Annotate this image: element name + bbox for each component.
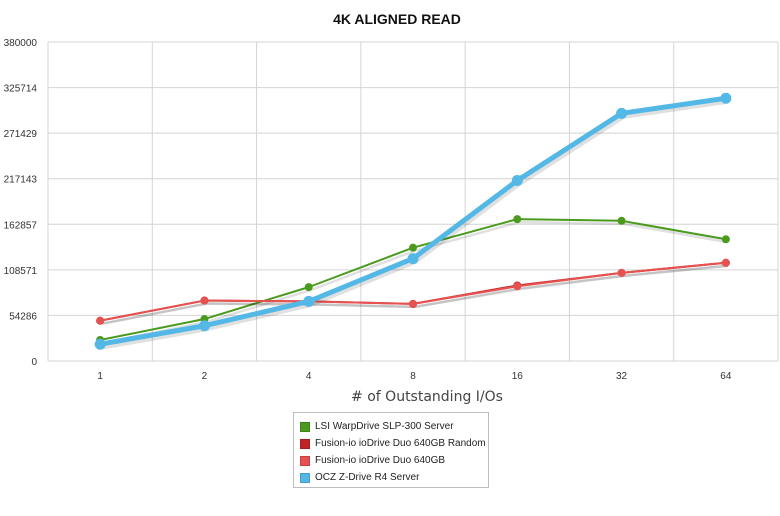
x-axis-label: # of Outstanding I/Os xyxy=(351,389,503,405)
data-point xyxy=(94,338,106,350)
data-point xyxy=(617,216,626,225)
data-point xyxy=(511,175,523,187)
legend-label: LSI WarpDrive SLP-300 Server xyxy=(315,421,454,432)
series-1 xyxy=(96,258,730,325)
series-2 xyxy=(96,258,730,325)
y-tick-label: 217143 xyxy=(4,175,38,186)
data-point xyxy=(720,92,732,104)
legend-swatch xyxy=(300,438,310,449)
data-point xyxy=(409,299,417,308)
legend-item: Fusion-io ioDrive Duo 640GB xyxy=(300,452,488,469)
data-point xyxy=(513,215,522,224)
y-tick-label: 108571 xyxy=(4,266,38,277)
x-tick-label: 1 xyxy=(97,371,103,382)
series-0 xyxy=(96,215,730,345)
y-tick-label: 162857 xyxy=(4,220,38,231)
data-point xyxy=(409,243,417,252)
y-tick-label: 0 xyxy=(31,357,37,368)
x-tick-label: 64 xyxy=(720,371,732,382)
y-tick-label: 380000 xyxy=(4,38,38,49)
data-point xyxy=(200,296,209,305)
legend-label: OCZ Z-Drive R4 Server xyxy=(315,472,420,483)
legend: LSI WarpDrive SLP-300 Server Fusion-io io… xyxy=(293,412,489,488)
data-point xyxy=(616,107,628,119)
data-point xyxy=(304,283,313,292)
series-lines xyxy=(94,92,732,350)
x-tick-label: 32 xyxy=(616,371,628,382)
x-tick-label: 4 xyxy=(306,371,312,382)
legend-swatch xyxy=(300,421,310,432)
y-tick-label: 325714 xyxy=(4,84,38,95)
data-point xyxy=(407,253,419,265)
legend-swatch xyxy=(300,455,310,466)
legend-label: Fusion-io ioDrive Duo 640GB Random xyxy=(315,438,486,449)
data-point xyxy=(303,295,315,307)
data-point xyxy=(96,316,105,325)
legend-item: Fusion-io ioDrive Duo 640GB Random xyxy=(300,435,488,452)
y-tick-label: 271429 xyxy=(4,129,38,140)
legend-label: Fusion-io ioDrive Duo 640GB xyxy=(315,455,446,466)
legend-item: LSI WarpDrive SLP-300 Server xyxy=(300,418,488,435)
series-line xyxy=(99,218,727,341)
legend-swatch xyxy=(300,472,310,483)
y-tick-label: 54286 xyxy=(9,311,37,322)
data-point xyxy=(617,268,626,277)
x-tick-label: 8 xyxy=(410,371,416,382)
data-point xyxy=(513,282,522,291)
data-point xyxy=(721,235,730,244)
data-point xyxy=(721,258,730,267)
chart-title: 4K ALIGNED READ xyxy=(333,11,461,27)
series-3 xyxy=(94,92,732,350)
x-tick-label: 16 xyxy=(512,371,524,382)
legend-item: OCZ Z-Drive R4 Server xyxy=(300,469,488,486)
series-line xyxy=(99,261,726,322)
data-point xyxy=(198,320,210,332)
x-tick-label: 2 xyxy=(202,371,208,382)
x-axis-ticks: 1 2 4 8 16 32 64 xyxy=(97,371,731,382)
y-axis-ticks: 0 54286 108571 162857 217143 271429 325714 3800… xyxy=(4,38,38,368)
